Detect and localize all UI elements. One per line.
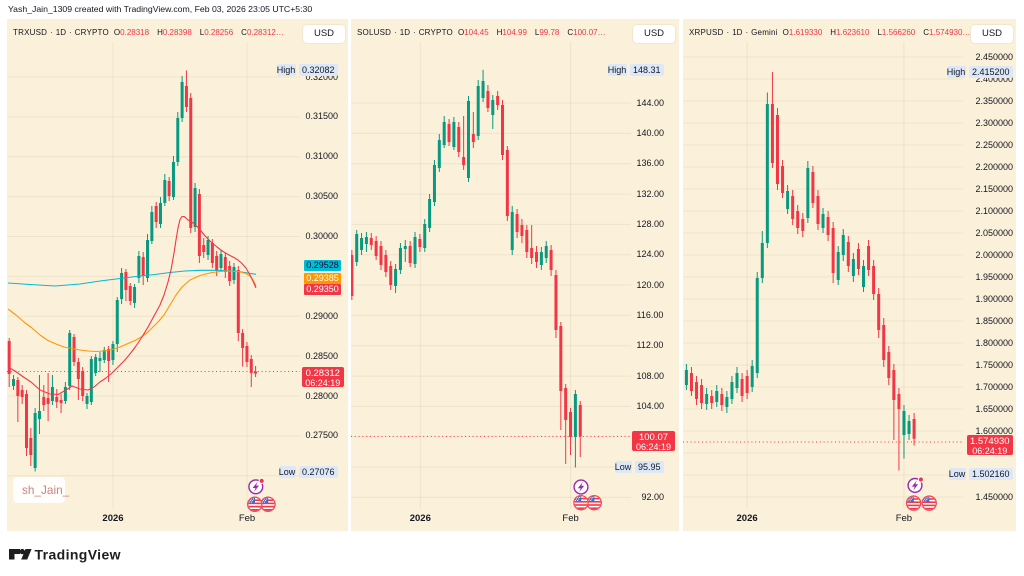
svg-text:TradingView: TradingView [35, 546, 121, 562]
